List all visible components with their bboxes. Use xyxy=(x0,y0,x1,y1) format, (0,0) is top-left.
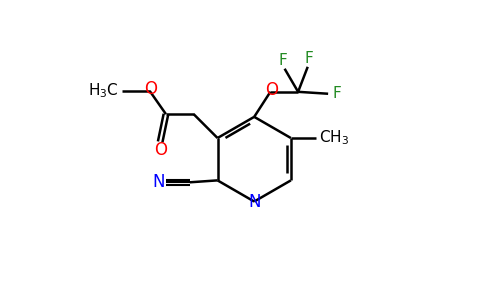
Text: O: O xyxy=(153,141,166,159)
Text: O: O xyxy=(265,81,278,99)
Text: CH$_3$: CH$_3$ xyxy=(319,129,349,147)
Text: N: N xyxy=(248,193,260,211)
Text: F: F xyxy=(304,51,313,66)
Text: F: F xyxy=(332,86,341,101)
Text: F: F xyxy=(278,53,287,68)
Text: O: O xyxy=(144,80,157,98)
Text: N: N xyxy=(153,173,165,191)
Text: H$_3$C: H$_3$C xyxy=(88,82,119,100)
